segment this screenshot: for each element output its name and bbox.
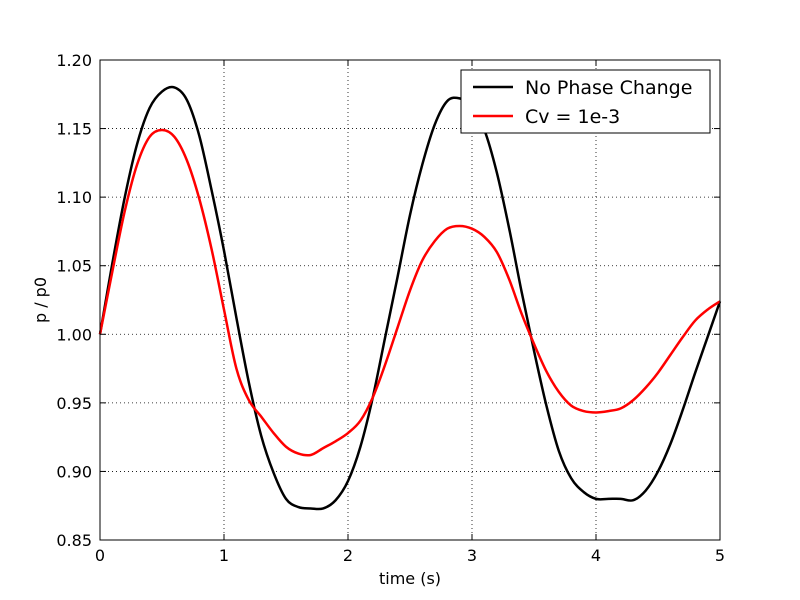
legend-box <box>460 69 711 134</box>
series-lines <box>98 85 722 511</box>
legend-label-no-phase-change: No Phase Change <box>525 77 692 99</box>
y-tick-label: 0.95 <box>56 394 92 413</box>
x-tick-label: 3 <box>467 546 477 565</box>
x-axis-label: time (s) <box>379 569 441 588</box>
x-tick-label: 0 <box>95 546 105 565</box>
x-tick-label: 4 <box>591 546 601 565</box>
x-tick-label: 2 <box>343 546 353 565</box>
axis-ticks: 0 1 2 3 4 5 0.85 0.90 0.95 1.00 1.05 1.10 1.15 1.20 <box>56 51 725 565</box>
x-tick-label: 5 <box>715 546 725 565</box>
y-axis-label: p / p0 <box>31 277 50 323</box>
y-tick-label: 1.05 <box>56 257 92 276</box>
y-tick-label: 1.20 <box>56 51 92 70</box>
legend-label-cv: Cv = 1e-3 <box>525 106 620 128</box>
y-tick-label: 0.85 <box>56 531 92 550</box>
series-line-cv-1e-3 <box>98 128 721 457</box>
plot-frame <box>99 59 721 541</box>
series-line-no-phase-change <box>98 85 722 511</box>
legend: No Phase Change Cv = 1e-3 <box>460 69 711 134</box>
y-tick-label: 0.90 <box>56 462 92 481</box>
y-tick-label: 1.00 <box>56 325 92 344</box>
y-tick-label: 1.15 <box>56 120 92 139</box>
x-tick-label: 1 <box>219 546 229 565</box>
y-tick-label: 1.10 <box>56 188 92 207</box>
